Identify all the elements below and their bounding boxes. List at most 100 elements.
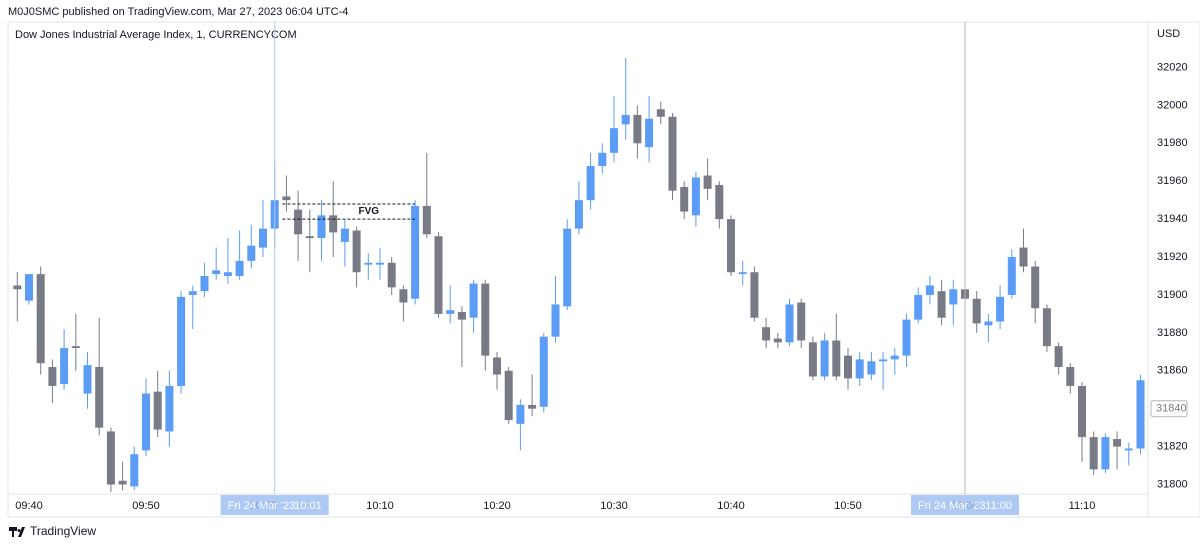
candle-body [142, 393, 150, 451]
crosshair-label-box [220, 495, 329, 515]
candle-body [797, 302, 806, 341]
candle-body [680, 186, 689, 212]
candle-body [703, 175, 712, 189]
candle-body [539, 336, 548, 407]
y-tick-label: 31980 [1157, 137, 1188, 149]
candle-body [925, 285, 934, 295]
candle-body [235, 260, 244, 277]
candle-body [1124, 448, 1133, 451]
candle-body [200, 276, 209, 292]
candle-body [832, 340, 841, 377]
candle-body [294, 209, 303, 235]
candle-body [118, 480, 127, 485]
candle-body [563, 228, 572, 307]
crosshair-time: 10:01 [294, 500, 322, 512]
candle-body [551, 304, 560, 337]
candle-body [457, 312, 466, 320]
brand: TradingView [30, 524, 96, 538]
candle-body [1042, 308, 1051, 347]
publish-info: M0J0SMC published on TradingView.com, Ma… [8, 6, 348, 18]
candle-body [1089, 437, 1098, 470]
candle-body [610, 128, 618, 153]
candle-body [95, 366, 104, 428]
candle-body [844, 355, 852, 379]
candle-body [305, 236, 314, 239]
candle-body [223, 272, 232, 277]
candle-body [656, 109, 665, 117]
candle-body [1101, 437, 1110, 470]
y-tick-label: 32000 [1157, 99, 1188, 111]
candle-body [446, 310, 455, 314]
candle-body [48, 366, 57, 386]
candle-body [422, 205, 431, 235]
candle-body [633, 114, 642, 144]
candle-body [621, 114, 630, 125]
candle-body [106, 431, 115, 485]
y-tick-label: 31960 [1157, 175, 1188, 187]
candle-body [1054, 346, 1063, 367]
candle-body [902, 319, 911, 356]
fvg-label: FVG [358, 206, 379, 217]
candle-body [25, 274, 33, 301]
candle-body [691, 177, 700, 216]
candle-body [762, 327, 771, 341]
candle-body [247, 245, 256, 261]
candle-body [153, 391, 162, 430]
y-tick-label: 31820 [1157, 441, 1188, 453]
candle-body [434, 236, 443, 314]
candle-body [516, 404, 525, 424]
crosshair-date: Fri 24 Mar '23 [228, 500, 296, 512]
y-tick-label: 31920 [1157, 251, 1188, 263]
crosshair-label-box [911, 495, 1019, 515]
candle-body [130, 454, 139, 487]
y-tick-label: 31940 [1157, 213, 1188, 225]
candle-body [949, 289, 958, 305]
x-tick-label: 10:30 [600, 500, 628, 512]
candle-body [493, 357, 501, 375]
candle-body [996, 296, 1005, 322]
candle-body [1019, 247, 1028, 267]
candle-body [259, 228, 267, 248]
candle-body [645, 118, 654, 148]
candle-body [317, 215, 326, 239]
y-tick-label: 31860 [1157, 365, 1188, 377]
candle-body [411, 205, 420, 299]
chart-frame [7, 21, 1200, 518]
candle-body [879, 359, 888, 362]
candle-body [13, 285, 22, 290]
candle-body [376, 262, 384, 265]
candle-body [1136, 380, 1145, 449]
candle-body [668, 116, 677, 191]
candle-body [165, 385, 174, 432]
last-price-label: 31840 [1156, 403, 1187, 415]
candle-body [808, 342, 817, 377]
candle-body [914, 294, 923, 320]
last-price-box [1150, 400, 1188, 418]
tv-logo [9, 527, 25, 537]
candle-body [504, 370, 513, 421]
candle-body [750, 272, 759, 318]
x-tick-label: 11:10 [1069, 500, 1096, 512]
candle-body [1007, 257, 1016, 295]
candle-body [83, 365, 92, 394]
candle-body [937, 291, 946, 318]
candle-body [820, 340, 829, 377]
candle-body [867, 361, 876, 375]
candle-body [340, 228, 349, 242]
candle-body [60, 348, 69, 385]
y-tick-label: 32020 [1157, 61, 1188, 73]
x-tick-label: 10:20 [483, 500, 511, 512]
candle-body [36, 274, 45, 364]
currency: USD [1157, 28, 1180, 40]
candle-body [481, 283, 490, 356]
y-tick-label: 31800 [1157, 478, 1188, 490]
candle-body [71, 346, 80, 349]
candle-body [1078, 385, 1086, 438]
candle-body [387, 262, 396, 288]
candle-body [715, 185, 724, 220]
candle-body [598, 152, 607, 167]
y-tick-label: 31900 [1157, 289, 1188, 301]
candle-body [469, 283, 478, 318]
candle-body [1113, 439, 1122, 447]
